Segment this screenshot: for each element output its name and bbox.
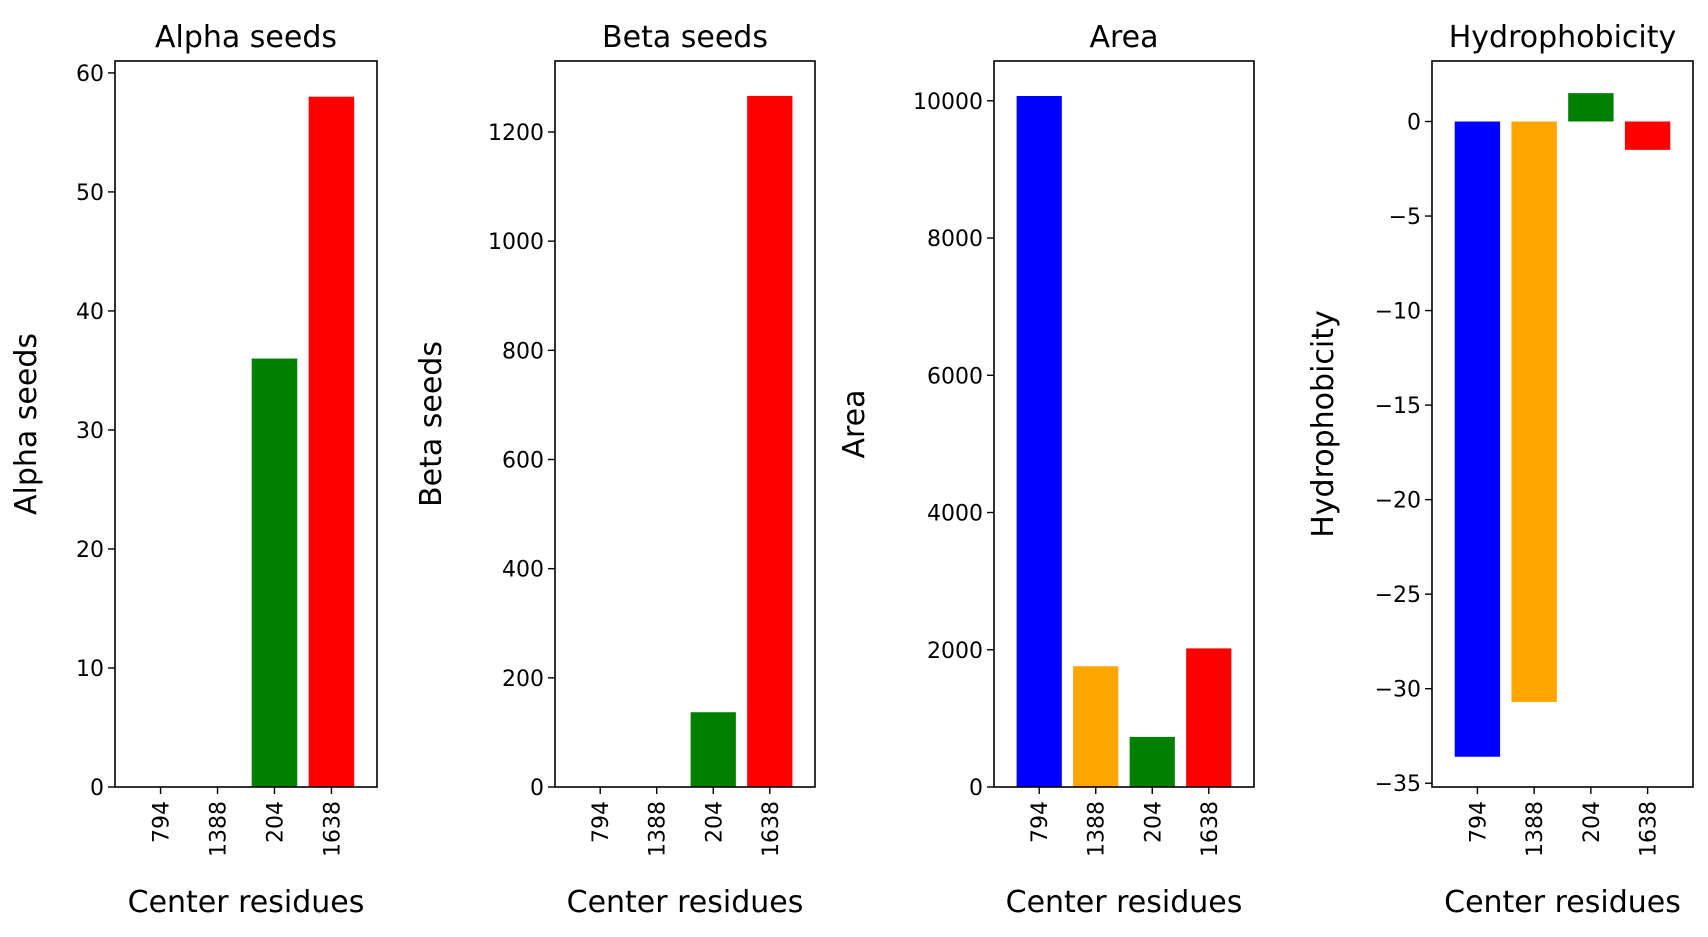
x-tick-label: 204 [1141,801,1166,843]
bar-1638 [1186,648,1232,787]
y-tick-label: −10 [1375,300,1421,325]
y-tick-label: 600 [502,448,544,473]
chart-panel-3: 0 2000 4000 6000 8000 10000 794 1388 204 1638 Area… [837,20,1255,920]
y-tick-label: 10000 [913,90,983,115]
chart-title: Alpha seeds [155,20,337,55]
y-tick-label: −20 [1375,489,1421,514]
chart-title: Beta seeds [602,20,768,55]
x-tick-label: 794 [1028,801,1053,843]
x-tick-label: 204 [1580,801,1605,843]
x-tick-label: 1388 [1523,801,1548,857]
bar-204 [1568,93,1614,122]
y-tick-label: 8000 [927,227,983,252]
y-axis-label: Beta seeds [414,341,449,507]
x-tick-label: 1638 [1198,801,1223,857]
y-tick-label: −30 [1375,678,1421,703]
x-axis-label: Center residues [1444,885,1681,920]
y-tick-label: 0 [90,776,104,801]
x-tick-label: 1388 [646,801,671,857]
x-axis-label: Center residues [1006,885,1243,920]
y-tick-label: 1200 [488,121,544,146]
x-tick-label: 794 [1466,801,1491,843]
x-tick-label: 1638 [1637,801,1662,857]
bar-204 [690,712,736,787]
chart-panel-2: 0 200 400 600 800 1000 1200 794 1388 204 1638 Beta … [414,20,816,920]
x-tick-label: 1388 [1085,801,1110,857]
x-tick-label: 794 [589,801,614,843]
x-tick-label: 204 [263,801,288,843]
y-tick-label: 30 [76,419,104,444]
y-tick-label: 40 [76,300,104,325]
x-tick-label: 1638 [320,801,345,857]
y-tick-label: −5 [1389,205,1421,230]
y-tick-label: 400 [502,558,544,583]
x-tick-label: 1638 [759,801,784,857]
bar-1388 [1511,121,1557,702]
y-tick-label: −25 [1375,583,1421,608]
x-tick-label: 1388 [207,801,232,857]
axes-frame [993,60,1255,788]
bar-204 [251,358,298,787]
bar-794 [1454,121,1501,757]
axes-frame [554,60,816,788]
x-axis-label: Center residues [128,885,365,920]
y-tick-label: 0 [1407,111,1421,136]
chart-panel-4: 0 −5 −10 −15 −20 −25 −30 −35 794 1388 204 1638 Hydro… [1306,20,1694,920]
y-tick-label: 2000 [927,639,983,664]
y-tick-label: 200 [502,667,544,692]
y-tick-label: 20 [76,538,104,563]
y-tick-label: 0 [530,776,544,801]
y-axis-label: Area [837,389,872,458]
y-tick-label: 10 [76,657,104,682]
axes-frame [114,60,378,788]
chart-title: Area [1089,20,1158,55]
x-tick-label: 794 [150,801,175,843]
x-axis-label: Center residues [567,885,804,920]
chart-panel-1: 0 10 20 30 40 50 60 794 1388 204 1638 Alpha seeds Ce… [9,20,378,920]
bar-1638 [1624,121,1671,150]
y-axis-label: Hydrophobicity [1306,310,1341,538]
y-axis-label: Alpha seeds [9,333,44,515]
y-tick-label: 6000 [927,364,983,389]
bar-204 [1129,736,1175,787]
y-tick-label: −35 [1375,772,1421,797]
bar-794 [1016,96,1062,787]
y-tick-label: 1000 [488,230,544,255]
axes-frame [1431,60,1694,788]
y-tick-label: 4000 [927,502,983,527]
y-tick-label: 50 [76,181,104,206]
chart-title: Hydrophobicity [1449,20,1677,55]
bar-1388 [1073,666,1119,787]
bar-1638 [308,96,355,787]
y-tick-label: 0 [969,776,983,801]
x-tick-label: 204 [702,801,727,843]
y-tick-label: 60 [76,62,104,87]
y-tick-label: 800 [502,339,544,364]
bar-1638 [747,95,793,787]
y-tick-label: −15 [1375,394,1421,419]
